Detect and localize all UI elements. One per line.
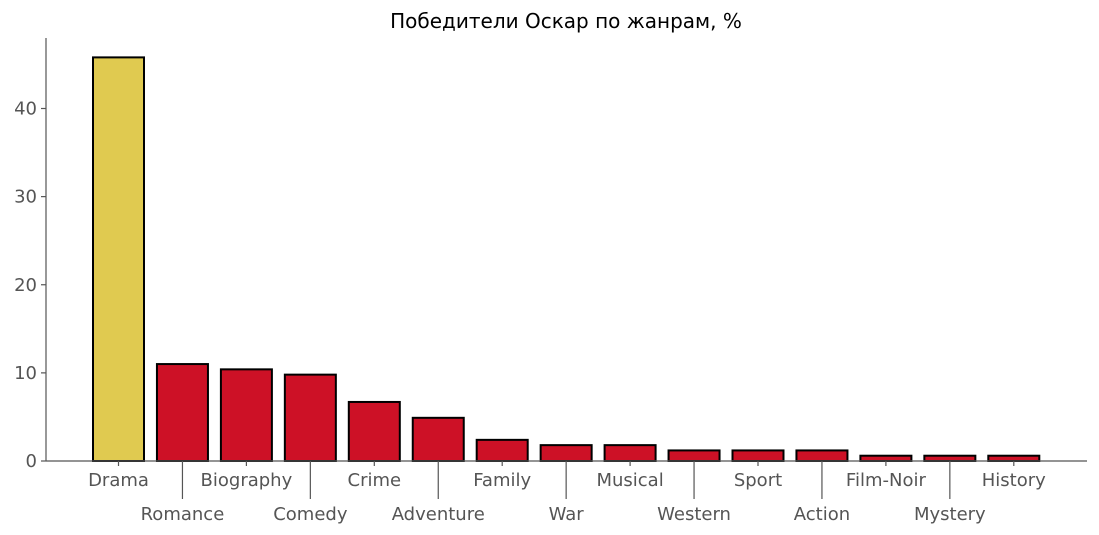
x-tick-label-biography: Biography	[201, 470, 293, 491]
x-tick-label-western: Western	[657, 504, 731, 525]
x-tick-label-musical: Musical	[596, 470, 663, 491]
x-tick-label-adventure: Adventure	[392, 504, 485, 525]
x-tick-label-family: Family	[473, 470, 531, 491]
bar-crime	[347, 400, 401, 462]
x-tick-label-war: War	[549, 504, 585, 525]
x-tick-label-mystery: Mystery	[914, 504, 986, 525]
bar-romance	[155, 363, 209, 462]
bar-war	[539, 444, 593, 463]
bar-western	[667, 449, 721, 462]
bar-mystery	[923, 454, 977, 462]
bar-history	[987, 454, 1041, 462]
bar-comedy	[283, 373, 337, 463]
x-tick-label-sport: Sport	[734, 470, 782, 491]
x-tick-label-film-noir: Film-Noir	[846, 470, 927, 491]
bar-family	[475, 438, 529, 463]
y-tick-label: 20	[14, 275, 37, 296]
x-tick-label-romance: Romance	[141, 504, 225, 525]
bar-action	[795, 449, 849, 462]
bar-drama	[92, 56, 145, 462]
bar-sport	[731, 449, 785, 462]
y-tick-label: 0	[26, 451, 37, 472]
x-tick-label-drama: Drama	[88, 470, 149, 491]
bar-musical	[603, 444, 657, 463]
bar-film-noir	[859, 454, 913, 462]
x-tick-label-crime: Crime	[348, 470, 402, 491]
bar-adventure	[411, 416, 465, 463]
chart-title: Победители Оскар по жанрам, %	[390, 9, 742, 33]
y-tick-label: 10	[14, 363, 37, 384]
x-tick-label-action: Action	[794, 504, 850, 525]
x-tick-label-comedy: Comedy	[273, 504, 348, 525]
x-tick-label-history: History	[982, 470, 1046, 491]
y-tick-label: 30	[14, 187, 37, 208]
bar-biography	[219, 368, 273, 463]
y-tick-label: 40	[14, 99, 37, 120]
